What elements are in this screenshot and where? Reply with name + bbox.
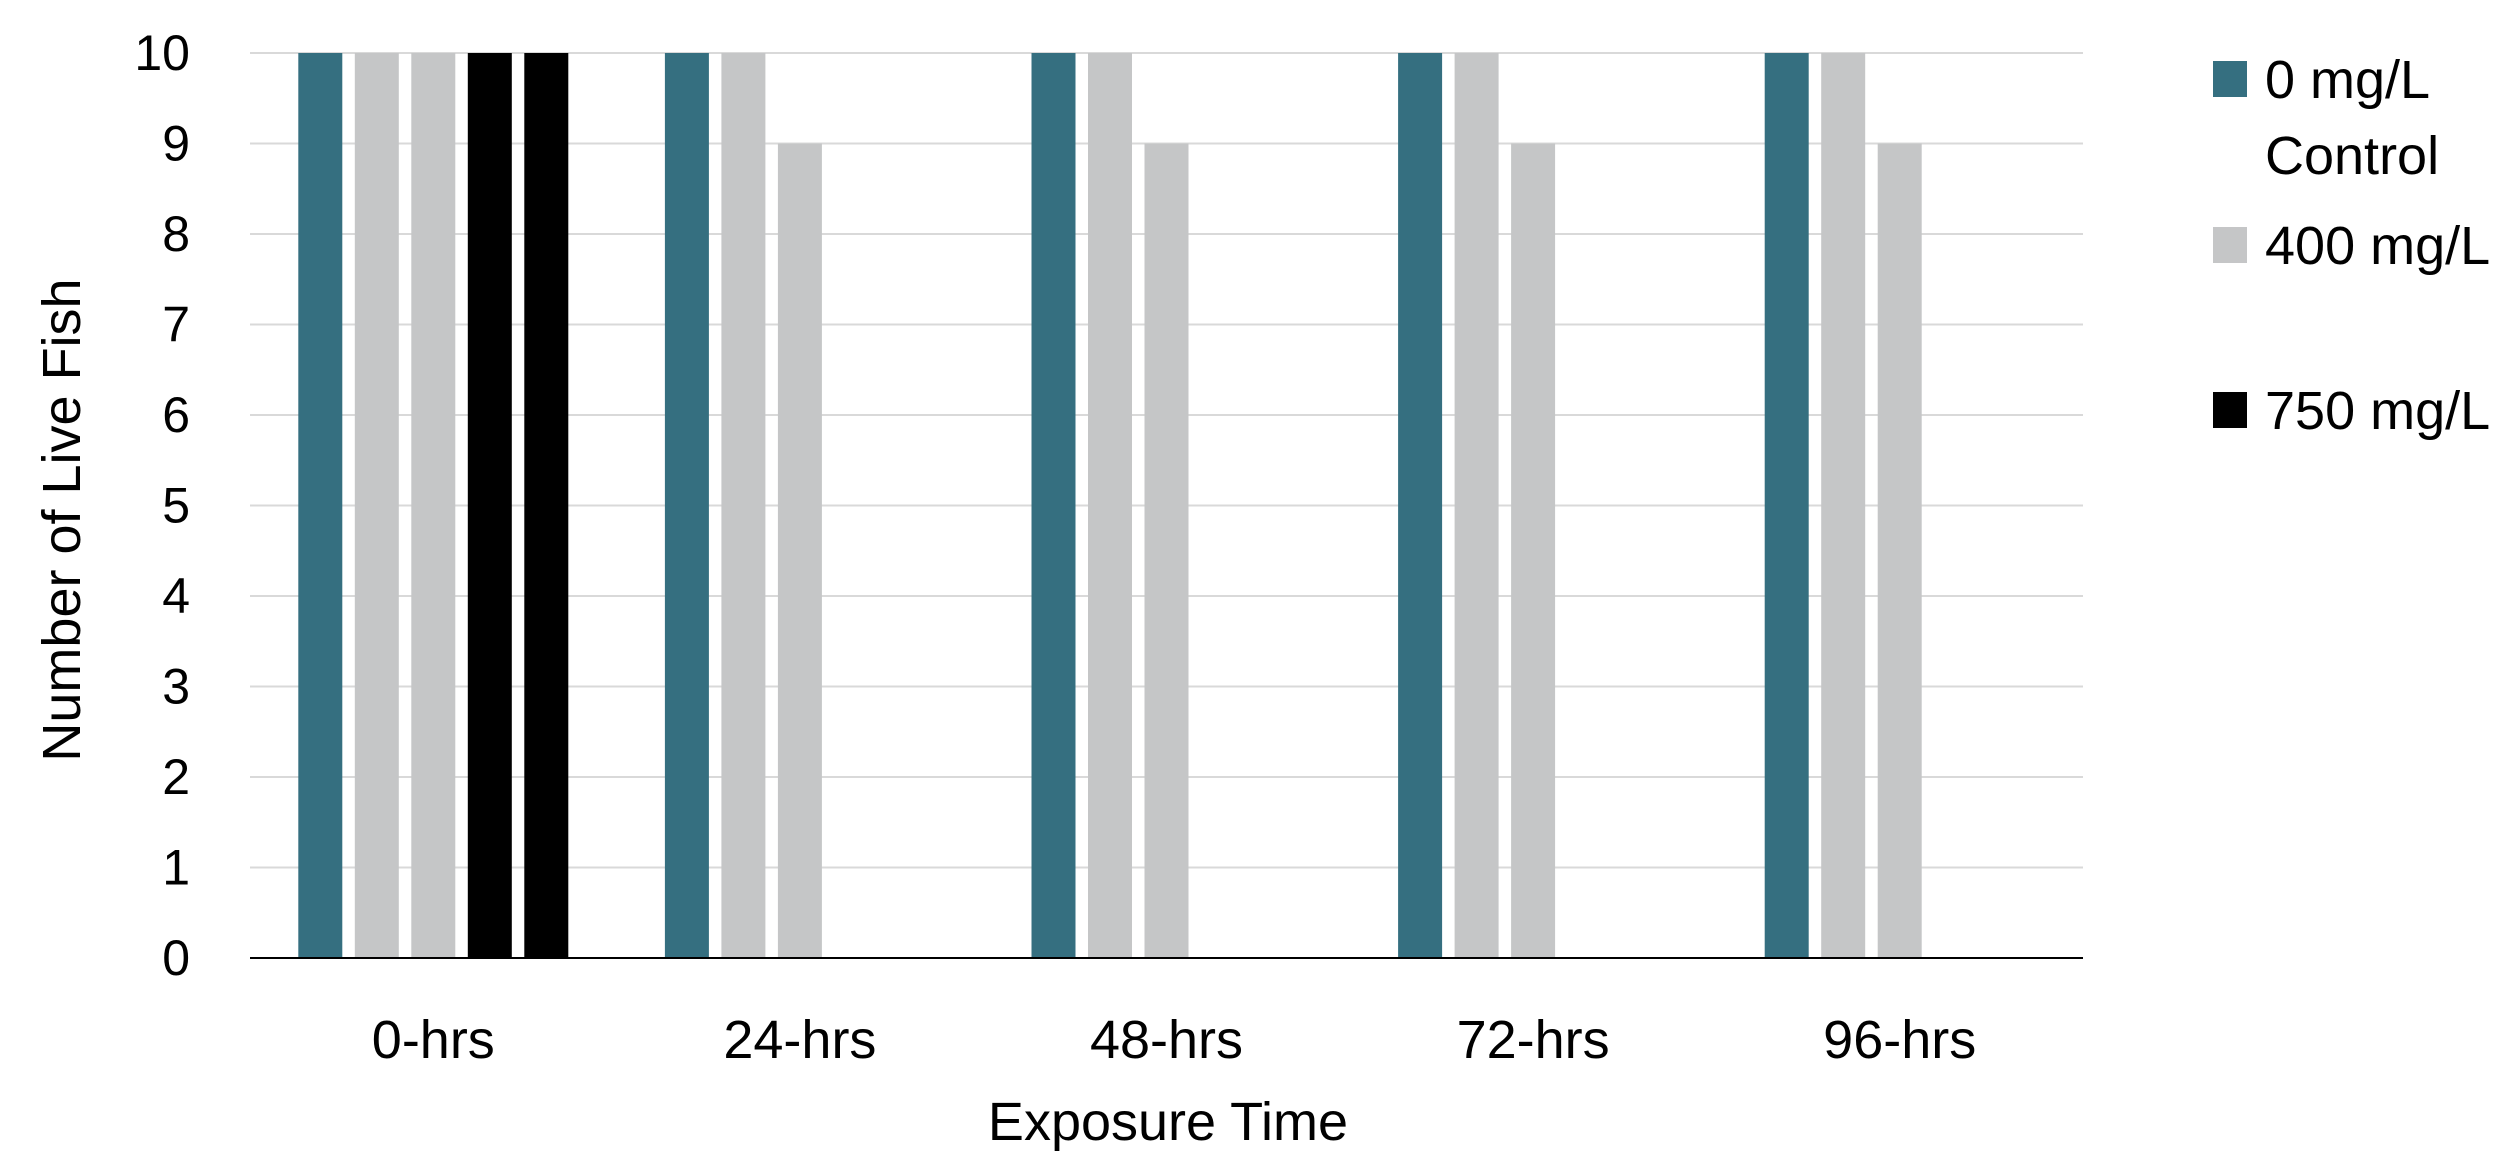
y-tick-label: 6 (162, 387, 190, 443)
y-tick-label: 5 (162, 478, 190, 534)
bar (664, 53, 709, 958)
bar (354, 53, 399, 958)
bar (1144, 143, 1189, 958)
y-tick-label: 10 (134, 25, 190, 81)
x-tick-label: 48-hrs (1090, 1010, 1243, 1070)
y-tick-label: 9 (162, 116, 190, 172)
bar (1398, 53, 1443, 958)
bar (1511, 143, 1556, 958)
bars (298, 53, 1922, 958)
bar (524, 53, 569, 958)
bar (411, 53, 456, 958)
legend-label: Control (2265, 126, 2439, 186)
y-axis-title: Number of Live Fish (32, 278, 92, 761)
legend-swatch (2213, 227, 2247, 263)
bar (1031, 53, 1076, 958)
legend: 0 mg/L Control 400 mg/L 750 mg/L (2213, 50, 2490, 441)
legend-swatch (2213, 61, 2247, 97)
legend-swatch (2213, 392, 2247, 428)
bar (1821, 53, 1866, 958)
y-tick-label: 8 (162, 206, 190, 262)
bar (1764, 53, 1809, 958)
legend-label: 750 mg/L (2265, 381, 2490, 441)
bar (1454, 53, 1499, 958)
y-tick-labels: 0 1 2 3 4 5 6 7 8 9 10 (134, 25, 190, 986)
x-axis-title: Exposure Time (988, 1092, 1348, 1152)
y-tick-label: 3 (162, 659, 190, 715)
bar (1088, 53, 1132, 958)
y-tick-label: 0 (162, 930, 190, 986)
bar (777, 143, 822, 958)
x-tick-label: 24-hrs (723, 1010, 876, 1070)
x-tick-label: 0-hrs (372, 1010, 495, 1070)
bar (1877, 143, 1922, 958)
legend-label: 400 mg/L (2265, 216, 2490, 276)
legend-label: 0 mg/L (2265, 50, 2430, 110)
y-tick-label: 1 (162, 840, 190, 896)
bar (298, 53, 343, 958)
bar (467, 53, 512, 958)
y-tick-label: 2 (162, 749, 190, 805)
x-tick-label: 96-hrs (1823, 1010, 1976, 1070)
bar (721, 53, 766, 958)
y-tick-label: 7 (162, 297, 190, 353)
y-tick-label: 4 (162, 568, 190, 624)
x-tick-labels: 0-hrs 24-hrs 48-hrs 72-hrs 96-hrs (372, 1010, 1976, 1070)
x-tick-label: 72-hrs (1457, 1010, 1610, 1070)
